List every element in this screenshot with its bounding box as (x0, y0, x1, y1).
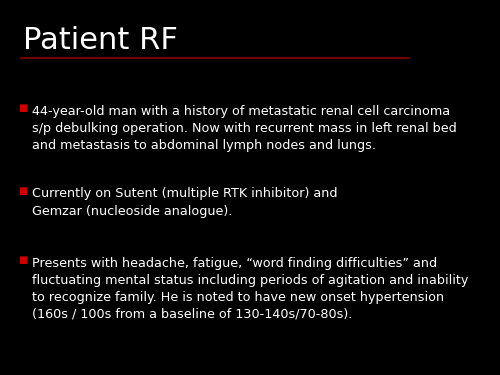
Text: 44-year-old man with a history of metastatic renal cell carcinoma
s/p debulking : 44-year-old man with a history of metast… (32, 105, 457, 152)
Text: ■: ■ (18, 255, 27, 265)
Text: Currently on Sutent (multiple RTK inhibitor) and
Gemzar (nucleoside analogue).: Currently on Sutent (multiple RTK inhibi… (32, 188, 337, 218)
Text: ■: ■ (18, 186, 27, 196)
Text: Presents with headache, fatigue, “word finding difficulties” and
fluctuating men: Presents with headache, fatigue, “word f… (32, 257, 468, 321)
Text: ■: ■ (18, 103, 27, 113)
Text: Patient RF: Patient RF (23, 26, 178, 55)
